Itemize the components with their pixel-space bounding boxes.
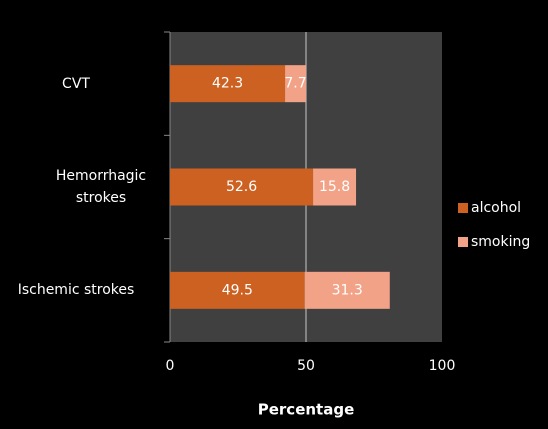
x-tick-label: 50 xyxy=(297,358,315,374)
x-tick-label: 0 xyxy=(166,358,175,374)
data-label: 7.7 xyxy=(284,76,306,92)
legend-label: alcohol xyxy=(471,200,521,216)
bar-segment xyxy=(304,271,390,309)
x-axis-label: Percentage xyxy=(258,401,355,419)
bar-segment xyxy=(285,65,306,103)
y-tick-label: Ischemic strokes xyxy=(17,282,135,299)
legend-swatch xyxy=(458,237,468,247)
data-label: 15.8 xyxy=(319,179,350,195)
y-tick-label: CVT xyxy=(62,75,90,92)
bar-segment xyxy=(170,65,286,103)
data-label: 42.3 xyxy=(212,76,243,92)
bar-segment xyxy=(313,168,357,206)
legend-swatch xyxy=(458,203,468,213)
y-tick-label: Hemorrhagic strokes xyxy=(55,168,147,206)
data-label: 31.3 xyxy=(332,282,363,298)
data-label: 52.6 xyxy=(226,179,257,195)
data-label: 49.5 xyxy=(222,282,253,298)
legend-label: smoking xyxy=(471,234,530,250)
x-tick-label: 100 xyxy=(429,358,456,374)
bar-segment xyxy=(170,168,314,206)
bar-segment xyxy=(170,271,305,309)
